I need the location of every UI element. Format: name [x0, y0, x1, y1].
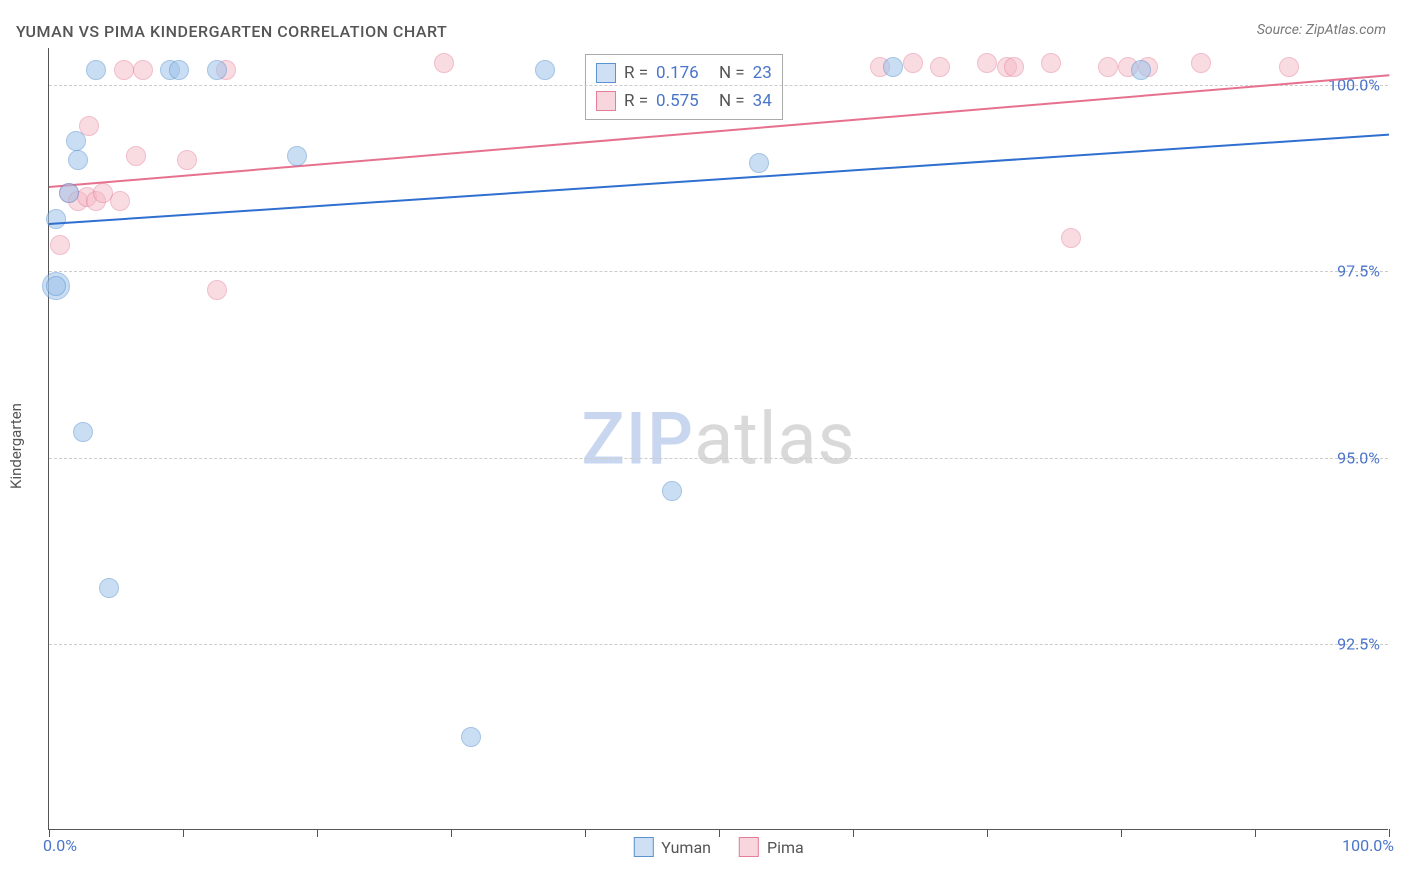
data-point-pima	[1041, 53, 1061, 73]
data-point-pima	[207, 280, 227, 300]
x-tick	[585, 829, 586, 837]
data-point-pima	[1061, 228, 1081, 248]
legend-text-pima: Pima	[767, 838, 804, 857]
data-point-yuman	[86, 60, 106, 80]
legend-n-value-pima: 34	[753, 87, 772, 115]
data-point-yuman	[66, 131, 86, 151]
watermark-part1: ZIP	[581, 396, 694, 481]
x-tick	[183, 829, 184, 837]
data-point-pima	[977, 53, 997, 73]
data-point-pima	[126, 146, 146, 166]
data-point-pima	[1279, 57, 1299, 77]
data-point-yuman	[662, 481, 682, 501]
legend-row-yuman: R = 0.176 N = 23	[596, 59, 772, 87]
data-point-yuman	[46, 209, 66, 229]
legend-r-label: R =	[624, 59, 648, 87]
data-point-yuman	[535, 60, 555, 80]
x-tick	[451, 829, 452, 837]
y-tick-label: 92.5%	[1337, 634, 1380, 653]
data-point-pima	[114, 60, 134, 80]
x-min-label: 0.0%	[43, 836, 77, 855]
gridline-y	[49, 85, 1388, 86]
data-point-pima	[1004, 57, 1024, 77]
data-point-yuman	[749, 153, 769, 173]
legend-n-value-yuman: 23	[753, 59, 772, 87]
y-tick-label: 95.0%	[1337, 448, 1380, 467]
gridline-y	[49, 458, 1388, 459]
legend-r-value-yuman: 0.176	[656, 59, 699, 87]
x-tick	[987, 829, 988, 837]
data-point-pima	[1191, 53, 1211, 73]
x-tick	[1121, 829, 1122, 837]
data-point-yuman	[207, 60, 227, 80]
data-point-yuman	[73, 422, 93, 442]
legend-text-yuman: Yuman	[661, 838, 711, 857]
data-point-pima	[903, 53, 923, 73]
data-point-yuman	[46, 276, 66, 296]
data-point-yuman	[59, 183, 79, 203]
x-tick	[317, 829, 318, 837]
legend-row-pima: R = 0.575 N = 34	[596, 87, 772, 115]
chart-container: YUMAN VS PIMA KINDERGARTEN CORRELATION C…	[0, 0, 1406, 892]
data-point-yuman	[461, 727, 481, 747]
plot-area: ZIPatlas R = 0.176 N = 23 R = 0.575 N = …	[48, 48, 1388, 830]
x-max-label: 100.0%	[1342, 836, 1394, 855]
swatch-pima	[596, 91, 616, 111]
data-point-yuman	[883, 57, 903, 77]
source-attribution: Source: ZipAtlas.com	[1257, 22, 1386, 38]
data-point-pima	[110, 191, 130, 211]
legend-n-label: N =	[719, 59, 745, 87]
x-tick	[853, 829, 854, 837]
x-tick	[1255, 829, 1256, 837]
data-point-yuman	[169, 60, 189, 80]
gridline-y	[49, 271, 1388, 272]
y-tick-label: 97.5%	[1337, 262, 1380, 281]
chart-title: YUMAN VS PIMA KINDERGARTEN CORRELATION C…	[16, 22, 447, 41]
swatch-yuman	[633, 837, 653, 857]
series-legend: Yuman Pima	[633, 837, 803, 857]
data-point-yuman	[1131, 60, 1151, 80]
legend-r-value-pima: 0.575	[656, 87, 699, 115]
y-axis-label: Kindergarten	[7, 403, 25, 489]
data-point-pima	[1098, 57, 1118, 77]
legend-n-label: N =	[719, 87, 745, 115]
swatch-yuman	[596, 63, 616, 83]
data-point-pima	[50, 235, 70, 255]
legend-item-pima: Pima	[739, 837, 804, 857]
data-point-yuman	[99, 578, 119, 598]
data-point-yuman	[287, 146, 307, 166]
data-point-pima	[434, 53, 454, 73]
data-point-pima	[133, 60, 153, 80]
watermark-part2: atlas	[694, 396, 856, 481]
correlation-legend: R = 0.176 N = 23 R = 0.575 N = 34	[585, 54, 783, 120]
data-point-pima	[930, 57, 950, 77]
x-tick	[719, 829, 720, 837]
gridline-y	[49, 644, 1388, 645]
data-point-yuman	[68, 150, 88, 170]
data-point-pima	[177, 150, 197, 170]
legend-r-label: R =	[624, 87, 648, 115]
swatch-pima	[739, 837, 759, 857]
watermark: ZIPatlas	[581, 396, 855, 481]
trend-line-yuman	[49, 134, 1389, 225]
legend-item-yuman: Yuman	[633, 837, 711, 857]
